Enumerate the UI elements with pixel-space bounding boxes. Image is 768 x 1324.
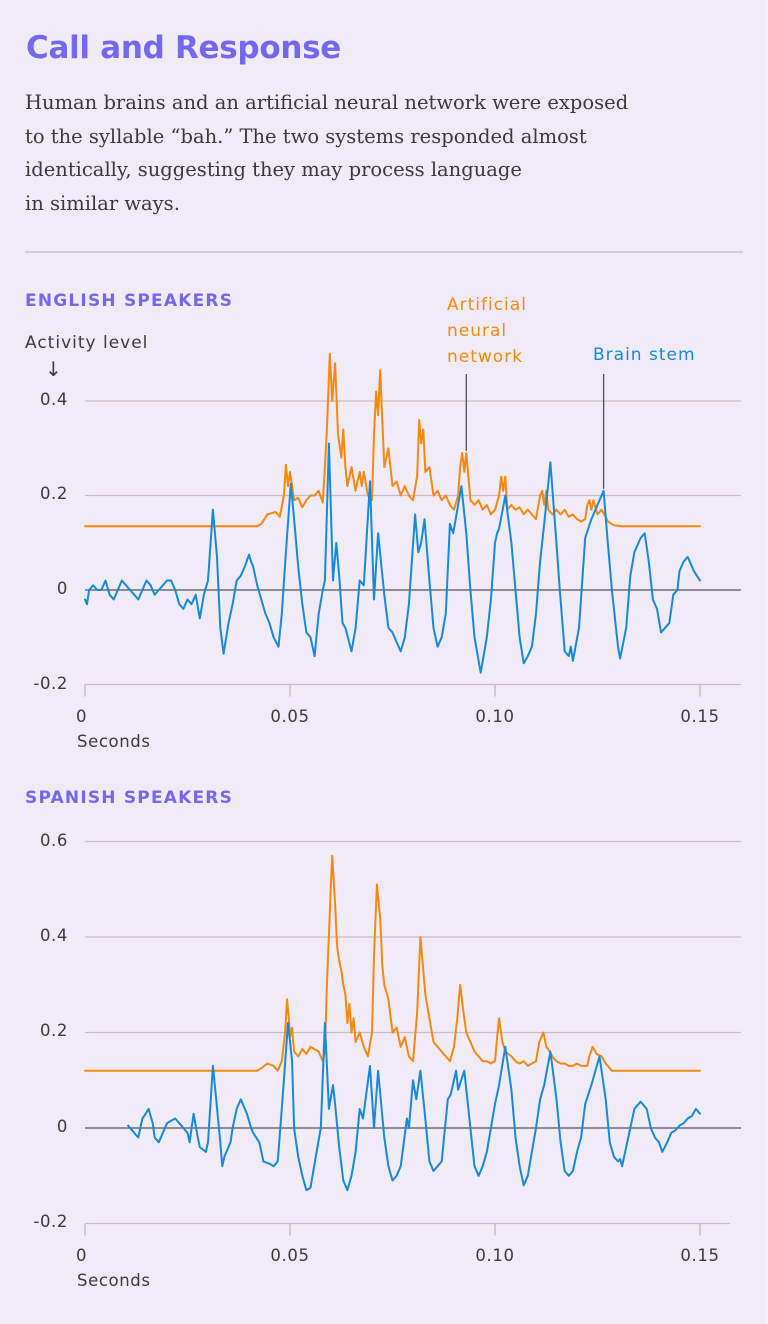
y-tick-label: 0.2 — [39, 484, 68, 503]
spanish-section-title: SPANISH SPEAKERS — [25, 788, 234, 808]
spanish-plot-area — [84, 854, 701, 1192]
page-title: Call and Response — [26, 30, 341, 66]
annotation-line: Artificial — [447, 295, 527, 315]
english-section-title: ENGLISH SPEAKERS — [25, 291, 234, 311]
x-tick-label: 0.05 — [270, 1246, 310, 1265]
y-tick-label: -0.2 — [33, 1212, 68, 1231]
neural-network-series — [84, 352, 701, 528]
y-tick-label: 0.4 — [39, 390, 68, 409]
annotation-line: network — [447, 347, 524, 367]
annotation-line: neural — [447, 321, 508, 341]
subtitle-line: in similar ways. — [25, 191, 180, 215]
subtitle-line: to the syllable “bah.” The two systems r… — [25, 124, 587, 148]
x-tick-label: 0.10 — [475, 707, 515, 726]
neural-network-series — [84, 854, 701, 1072]
x-tick-label: 0.15 — [680, 1246, 720, 1265]
y-tick-label: 0 — [56, 579, 68, 598]
brain-stem-series — [84, 442, 701, 674]
x-tick-label: 0.15 — [680, 707, 720, 726]
down-arrow-icon: ↓ — [45, 357, 63, 381]
subtitle: Human brains and an artificial neural ne… — [25, 86, 725, 220]
divider — [25, 251, 743, 253]
spanish-gridlines — [84, 840, 741, 1236]
annotation-brain-stem: Brain stem — [593, 345, 696, 365]
annotation-leader-lines — [465, 374, 605, 489]
y-axis-label: Activity level — [25, 333, 149, 353]
english-plot-area — [84, 352, 701, 674]
subtitle-line: identically, suggesting they may process… — [25, 158, 522, 181]
right-edge-strip — [765, 0, 768, 1324]
y-tick-label: 0.4 — [39, 926, 68, 945]
annotation-neural-network: Artificial neural network — [447, 292, 527, 370]
y-tick-label: 0.6 — [39, 831, 68, 850]
brain-stem-series — [127, 1022, 701, 1192]
x-tick-label: 0 — [76, 707, 88, 726]
x-axis-label: Seconds — [77, 732, 151, 751]
y-tick-label: 0.2 — [39, 1021, 68, 1040]
subtitle-line: Human brains and an artificial neural ne… — [25, 91, 629, 114]
x-axis-label: Seconds — [77, 1271, 151, 1290]
y-tick-label: 0 — [56, 1117, 68, 1136]
x-tick-label: 0 — [76, 1246, 88, 1265]
x-tick-label: 0.05 — [270, 707, 310, 726]
x-tick-label: 0.10 — [475, 1246, 515, 1265]
y-tick-label: -0.2 — [33, 674, 68, 693]
